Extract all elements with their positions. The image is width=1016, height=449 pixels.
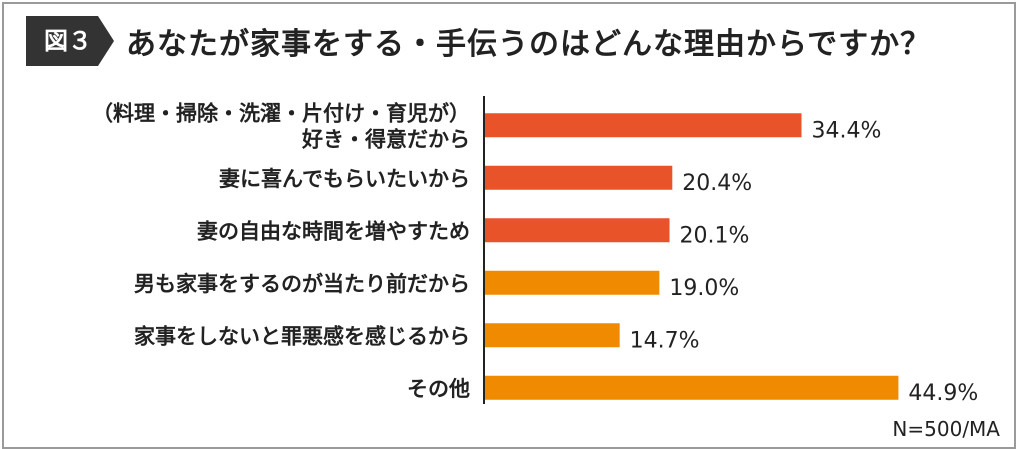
bar-3 <box>484 218 670 243</box>
bar-5 <box>484 323 620 348</box>
value-label-3: 20.1% <box>680 223 750 248</box>
value-label-2: 20.4% <box>682 171 752 196</box>
value-label-1: 34.4% <box>812 118 882 143</box>
category-label-2: 妻に喜んでもらいたいから <box>219 167 470 191</box>
sample-note: N=500/MA <box>892 417 1000 441</box>
value-label-5: 14.7% <box>630 328 700 353</box>
bar-chart: 34.4% （料理・掃除・洗濯・片付け・育児が）好き・得意だから 20.4% 妻に喜ん… <box>92 96 978 406</box>
figure-number: 図３ <box>26 16 98 66</box>
category-label-4: 男も家事をするのが当たり前だから <box>134 272 470 296</box>
category-label-6: その他 <box>407 377 470 401</box>
category-label-5: 家事をしないと罪悪感を感じるから <box>134 324 470 348</box>
badge-arrow-icon <box>98 16 114 66</box>
figure-badge: 図３ <box>26 16 114 66</box>
bar-2 <box>484 165 673 190</box>
chart-header: 図３ あなたが家事をする・手伝うのはどんな理由からですか？ <box>26 16 931 66</box>
chart-title: あなたが家事をする・手伝うのはどんな理由からですか？ <box>126 27 932 62</box>
bar-1 <box>484 113 802 138</box>
value-label-4: 19.0% <box>669 276 739 301</box>
bar-4 <box>484 270 660 295</box>
bar-6 <box>484 375 899 400</box>
category-label-3: 妻の自由な時間を増やすため <box>197 219 470 243</box>
value-label-6: 44.9% <box>908 381 978 406</box>
category-label-1: （料理・掃除・洗濯・片付け・育児が）好き・得意だから <box>92 101 470 151</box>
